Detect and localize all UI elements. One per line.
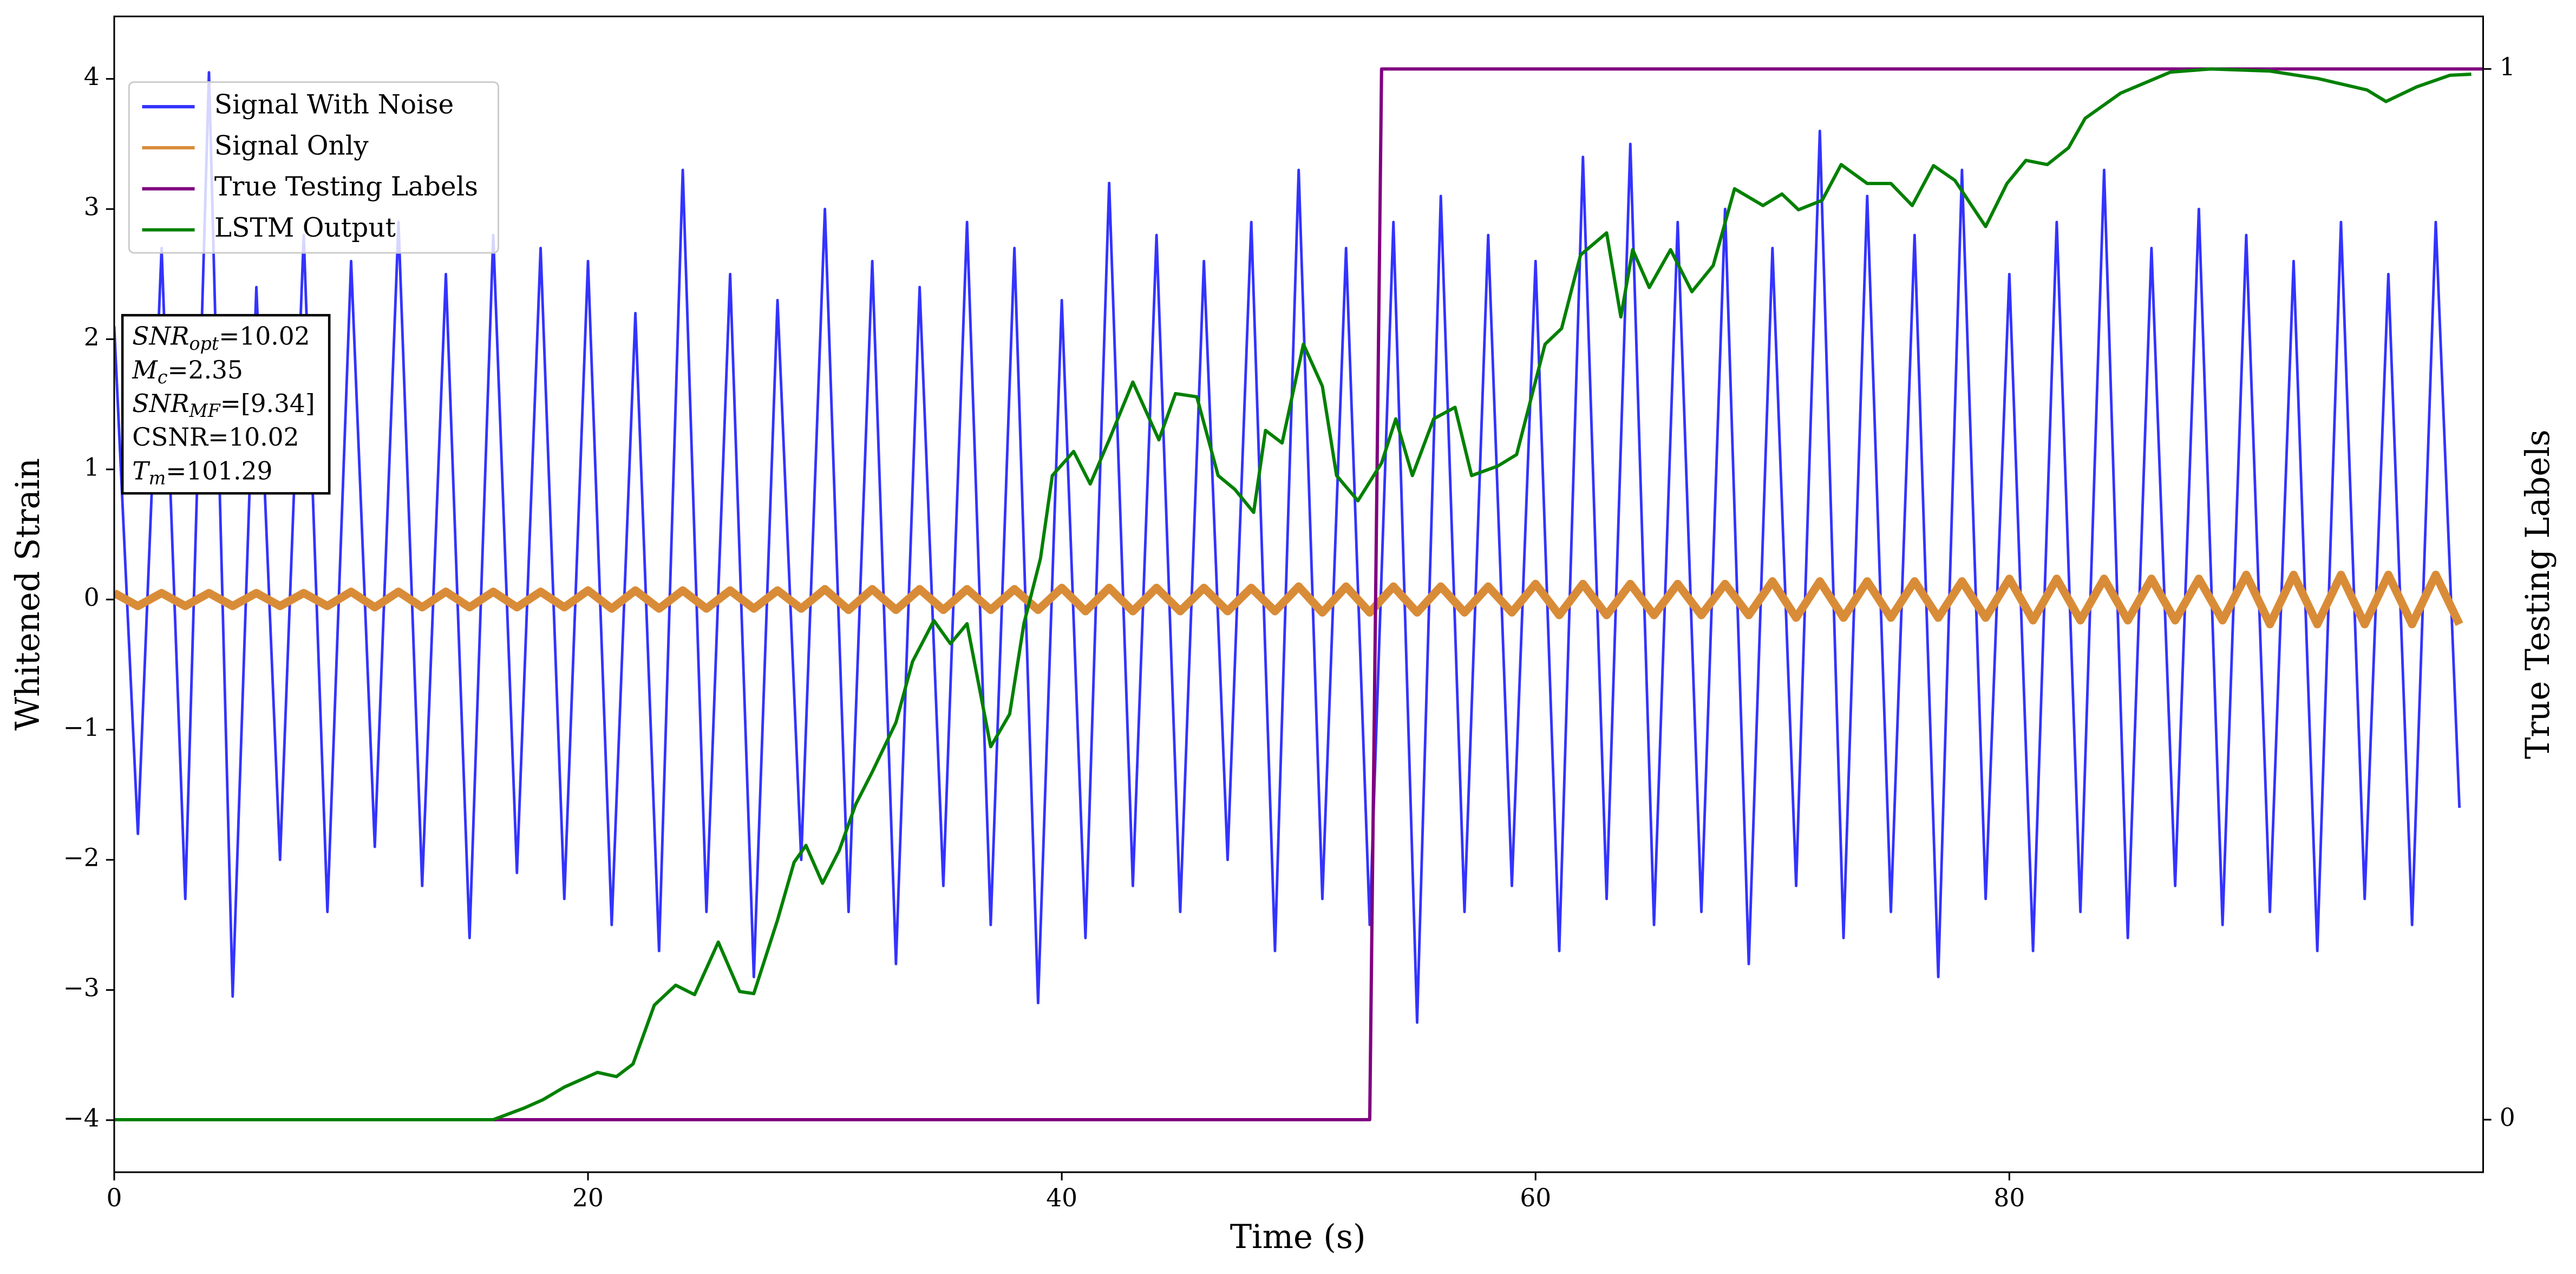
legend-label: Signal With Noise [214,90,454,120]
series-line [114,67,2483,1122]
y-tick-label: −3 [63,974,100,1002]
annotation-text: M [132,355,158,384]
plot-area [114,67,2483,1122]
annotation: Mc=2.35 [132,355,243,388]
y-axis-label: Whitened Strain [9,458,47,730]
annotation-sub: m [149,467,166,488]
annotation-text: SNR [132,389,189,417]
annotation-rest: =[9.34] [220,389,315,417]
annotation-sub: MF [188,400,221,421]
y-tick-label: −1 [63,713,100,742]
annotation: SNRopt=10.02 [132,322,310,354]
y-tick-label: 3 [84,193,100,221]
x-tick-label: 20 [572,1184,604,1212]
y2-axis-label: True Testing Labels [2519,429,2557,759]
annotation-text: CSNR=10.02 [132,423,299,452]
annotation: Tm=101.29 [132,456,272,489]
y-tick-label: 4 [84,62,100,91]
x-axis-label: Time (s) [1230,1218,1366,1256]
annotation: CSNR=10.02 [132,423,299,452]
x-tick-label: 80 [1993,1184,2025,1212]
x-tick-label: 0 [106,1184,122,1212]
annotation-sub: c [158,367,168,388]
annotation-box [121,313,331,495]
axes-frame [113,15,2484,1173]
legend-label: True Testing Labels [214,172,478,202]
annotation-rest: =2.35 [168,355,243,384]
y-tick-label: −4 [63,1103,100,1132]
annotation: SNRMF=[9.34] [132,389,315,421]
series-line [114,71,2461,1024]
y-tick-label: −2 [63,844,100,872]
x-tick-label: 40 [1046,1184,1077,1212]
annotation-text: SNR [132,322,189,350]
series-line [114,67,2472,1122]
annotation-rest: =101.29 [166,456,272,485]
series-line [114,571,2463,629]
y-tick-label: 0 [84,583,100,612]
y2-tick-label: 0 [2500,1103,2515,1132]
y-tick-label: 2 [84,323,100,351]
y2-tick-label: 1 [2500,53,2515,81]
y-tick-label: 1 [84,453,100,481]
legend-label: LSTM Output [214,213,396,243]
x-tick-label: 60 [1520,1184,1551,1212]
annotation-text: T [132,456,151,485]
legend-box [128,81,500,254]
annotation-rest: =10.02 [219,322,310,350]
annotation-sub: opt [189,333,219,354]
legend-label: Signal Only [214,130,369,161]
